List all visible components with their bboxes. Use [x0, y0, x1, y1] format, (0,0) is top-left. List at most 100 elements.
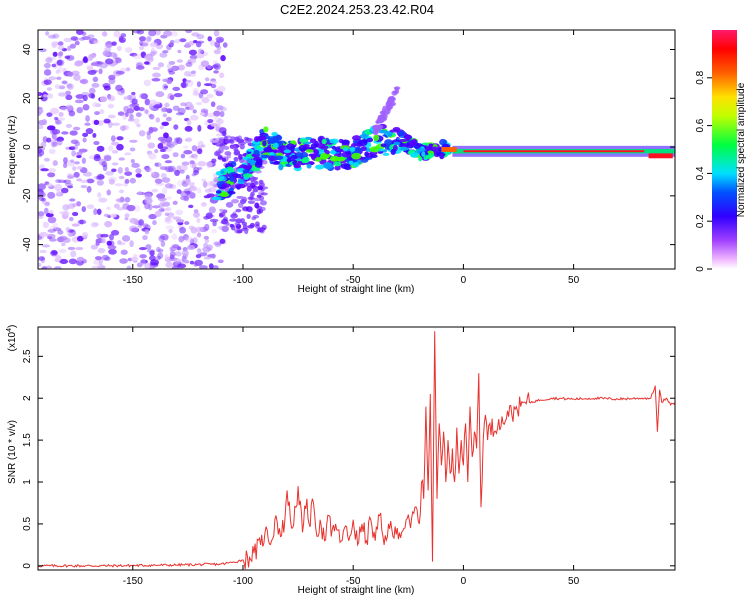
- heatmap-noise-cell: [169, 251, 176, 258]
- heatmap-signal-cell: [334, 165, 341, 171]
- heatmap-noise-cell: [210, 123, 218, 127]
- heatmap-panel: -150 -100 -50 0 50 -40 -20 0 20 40 Height of str…: [7, 29, 676, 295]
- heatmap-noise-cell: [143, 54, 153, 61]
- line-y-axis-label: SNR (10 * v/v): [7, 420, 18, 484]
- heatmap-x-tick-label: 50: [568, 275, 580, 286]
- heatmap-noise-cell: [183, 259, 190, 264]
- heatmap-signal-cell: [255, 158, 263, 166]
- heatmap-noise-cell: [101, 238, 106, 244]
- heatmap-noise-cell: [149, 113, 155, 120]
- heatmap-noise-cell: [67, 175, 75, 179]
- heatmap-signal-cell: [329, 155, 339, 162]
- heatmap-noise-cell: [38, 215, 44, 219]
- heatmap-signal-cell: [371, 124, 379, 131]
- heatmap-noise-cell: [73, 171, 80, 178]
- heatmap-noise-cell: [177, 263, 187, 269]
- heatmap-noise-cell: [222, 42, 228, 48]
- heatmap-noise-cell: [154, 162, 159, 167]
- heatmap-noise-cell: [229, 139, 235, 144]
- heatmap-signal-cell: [290, 154, 298, 160]
- line-y-tick-label: 2: [22, 395, 33, 401]
- heatmap-noise-cell: [169, 94, 175, 101]
- heatmap-noise-cell: [64, 55, 71, 60]
- heatmap-noise-cell: [61, 187, 69, 194]
- heatmap-noise-cell: [172, 105, 180, 111]
- heatmap-noise-cell: [233, 149, 241, 156]
- heatmap-signal-cell: [302, 144, 310, 148]
- heatmap-noise-cell: [76, 235, 84, 242]
- heatmap-noise-cell: [229, 223, 235, 228]
- heatmap-noise-cell: [43, 157, 50, 162]
- heatmap-noise-cell: [66, 159, 76, 167]
- heatmap-noise-cell: [67, 232, 73, 237]
- heatmap-noise-cell: [38, 48, 47, 53]
- heatmap-signal-cell: [221, 183, 232, 188]
- heatmap-noise-cell: [67, 71, 74, 77]
- heatmap-noise-cell: [207, 36, 213, 42]
- heatmap-noise-cell: [105, 170, 114, 176]
- heatmap-noise-cell: [56, 59, 65, 67]
- heatmap-noise-cell: [213, 49, 221, 55]
- heatmap-noise-cell: [129, 177, 136, 184]
- heatmap-noise-cell: [217, 85, 226, 93]
- line-y-tick-label: 1.5: [22, 433, 33, 447]
- heatmap-noise-cell: [193, 167, 200, 174]
- heatmap-noise-cell: [43, 94, 48, 98]
- heatmap-signal-cell: [380, 143, 387, 148]
- heatmap-noise-cell: [162, 78, 167, 83]
- heatmap-noise-cell: [171, 65, 180, 72]
- heatmap-signal-cell: [408, 140, 418, 146]
- heatmap-noise-cell: [136, 30, 145, 35]
- heatmap-signal-cell: [399, 147, 410, 151]
- heatmap-noise-cell: [43, 69, 52, 76]
- heatmap-noise-cell: [181, 161, 190, 166]
- heatmap-noise-cell: [164, 254, 169, 260]
- heatmap-signal-cell: [351, 152, 362, 160]
- heatmap-noise-cell: [211, 229, 218, 234]
- heatmap-noise-cell: [73, 61, 83, 67]
- heatmap-noise-cell: [136, 123, 141, 128]
- line-x-tick-label: 50: [568, 576, 580, 587]
- heatmap-noise-cell: [40, 168, 49, 172]
- heatmap-noise-cell: [126, 108, 135, 114]
- heatmap-noise-cell: [101, 254, 110, 261]
- heatmap-noise-cell: [75, 246, 84, 251]
- heatmap-noise-cell: [175, 112, 185, 116]
- heatmap-noise-cell: [238, 153, 243, 160]
- heatmap-noise-cell: [213, 110, 221, 117]
- heatmap-noise-cell: [201, 97, 210, 104]
- heatmap-noise-cell: [160, 240, 166, 247]
- heatmap-noise-cell: [63, 157, 68, 164]
- heatmap-noise-cell: [113, 203, 120, 209]
- heatmap-noise-cell: [93, 155, 101, 162]
- heatmap-noise-cell: [175, 209, 184, 216]
- heatmap-signal-cell: [423, 154, 432, 160]
- heatmap-noise-cell: [155, 246, 161, 253]
- heatmap-noise-cell: [124, 171, 133, 176]
- heatmap-noise-cell: [47, 191, 56, 199]
- heatmap-noise-cell: [103, 118, 111, 124]
- heatmap-noise-cell: [103, 213, 110, 218]
- heatmap-noise-cell: [129, 52, 138, 57]
- heatmap-noise-cell: [160, 172, 167, 179]
- heatmap-noise-cell: [196, 81, 202, 88]
- heatmap-noise-cell: [209, 218, 219, 223]
- heatmap-noise-cell: [175, 218, 185, 223]
- heatmap-noise-cell: [198, 92, 204, 99]
- heatmap-noise-cell: [189, 187, 198, 192]
- heatmap-noise-cell: [57, 45, 65, 51]
- heatmap-noise-cell: [52, 62, 58, 69]
- heatmap-signal-cell: [352, 161, 359, 168]
- heatmap-noise-cell: [159, 200, 166, 205]
- heatmap-noise-cell: [219, 238, 226, 244]
- heatmap-noise-cell: [63, 37, 73, 43]
- heatmap-noise-cell: [97, 173, 105, 181]
- heatmap-noise-cell: [180, 195, 189, 201]
- heatmap-noise-cell: [61, 131, 69, 135]
- heatmap-noise-cell: [236, 229, 243, 234]
- heatmap-noise-cell: [203, 235, 210, 240]
- heatmap-noise-cell: [82, 103, 90, 111]
- heatmap-signal-cell: [349, 146, 356, 152]
- heatmap-noise-cell: [80, 179, 88, 184]
- heatmap-noise-cell: [117, 45, 122, 52]
